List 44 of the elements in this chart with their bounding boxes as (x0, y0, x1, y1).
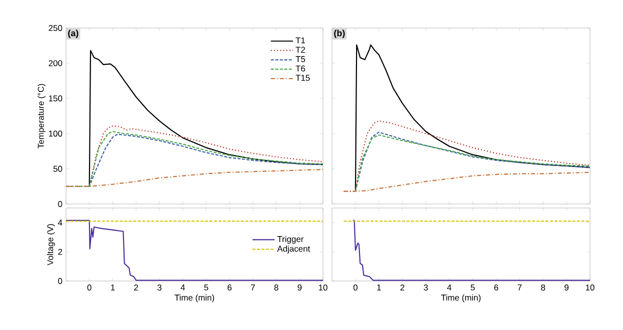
x-tick-label: 9 (564, 284, 569, 291)
x-tick-label: 8 (541, 284, 546, 291)
y-tick-label: 50 (53, 166, 62, 172)
y-tick-label: 200 (48, 60, 62, 66)
x-tick-label: 6 (494, 284, 498, 291)
x-tick-label: 0 (87, 284, 92, 291)
y-tick-label: 0 (58, 278, 62, 284)
y-tick-label: 150 (49, 95, 62, 102)
x-tick-label: 3 (157, 284, 162, 291)
x-tick-label: 2 (400, 284, 404, 290)
x-tick-label: 7 (518, 284, 522, 290)
y-axis-title: Temperature (°C) (38, 84, 46, 148)
x-tick-label: 4 (447, 284, 452, 290)
x-tick-label: 1 (377, 284, 381, 290)
y-tick-label: 250 (48, 25, 62, 31)
legend-label: T5 (296, 56, 306, 62)
x-tick-label: 7 (251, 284, 255, 290)
legend-label: T15 (296, 74, 310, 81)
legend-label: Trigger (277, 236, 304, 244)
x-axis-title: Time (min) (174, 294, 214, 302)
y-tick-label: 0 (58, 201, 62, 207)
x-tick-label: 4 (180, 284, 185, 290)
x-tick-label: 9 (298, 284, 302, 291)
legend-label: T6 (296, 65, 306, 72)
x-tick-label: 5 (470, 284, 475, 290)
y-tick-label: 2 (58, 248, 62, 255)
x-tick-label: 1 (111, 284, 115, 290)
y-tick-label: 100 (49, 130, 62, 137)
x-tick-label: 5 (204, 284, 208, 290)
x-tick-label: 8 (274, 284, 278, 291)
x-tick-label: 0 (353, 284, 358, 291)
x-tick-label: 10 (586, 284, 594, 291)
y-axis-title: Voltage (V) (47, 224, 55, 266)
legend-label: T2 (296, 46, 305, 53)
legend-label: T1 (296, 37, 305, 44)
x-tick-label: 3 (424, 284, 428, 291)
annotation: (b) (334, 30, 345, 38)
legend-label: Adjacent (277, 245, 310, 254)
x-tick-label: 10 (318, 284, 328, 291)
x-axis-title: Time (min) (441, 294, 481, 302)
y-tick-label: 4 (58, 220, 62, 226)
x-tick-label: 6 (228, 284, 232, 291)
x-tick-label: 2 (134, 284, 138, 290)
annotation: (a) (68, 30, 78, 38)
